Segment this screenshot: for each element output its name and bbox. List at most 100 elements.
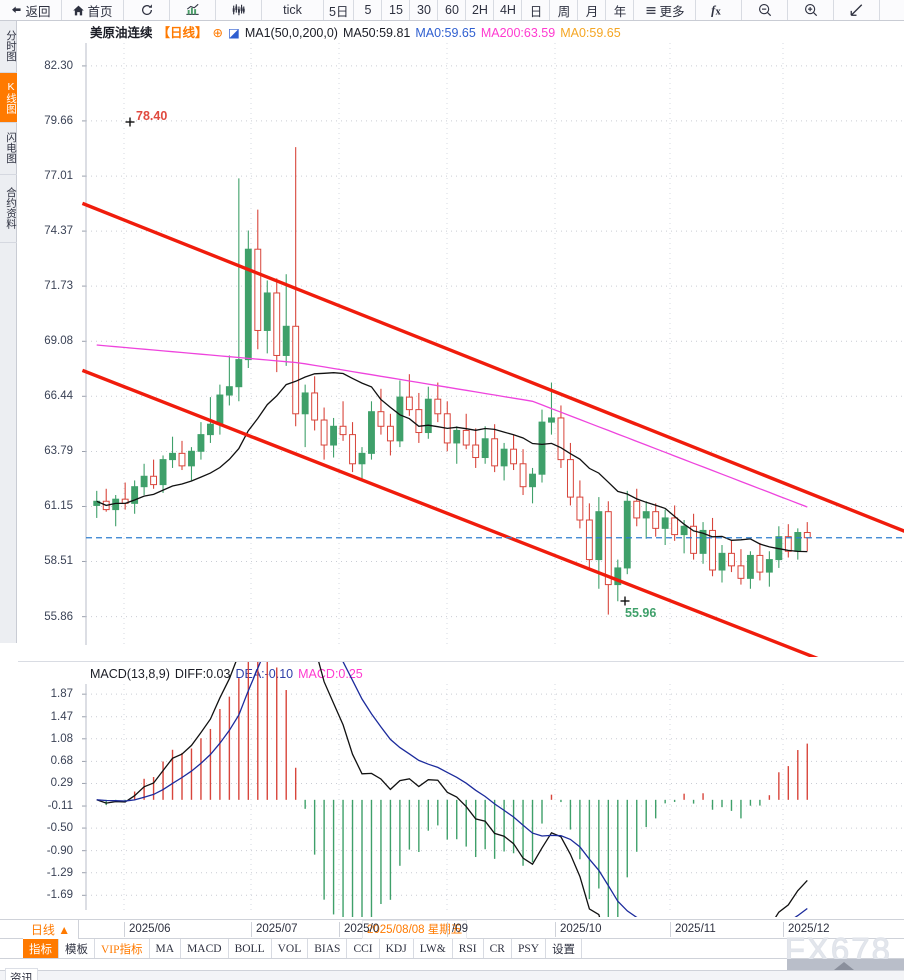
ma200-value: MA200:63.59: [480, 26, 556, 40]
y-tick-label: 69.08: [44, 335, 73, 348]
period-30[interactable]: 30: [410, 0, 439, 20]
date-tooltip: 2025/08/08 星期五: [362, 920, 468, 939]
indicator-tab-kdj[interactable]: KDJ: [380, 939, 414, 958]
date-tick-label: 2025/11: [670, 922, 716, 937]
period-60[interactable]: 60: [438, 0, 467, 20]
period-4h[interactable]: 4H: [494, 0, 523, 20]
back-button-label: 返回: [25, 4, 51, 19]
macd-y-tick-label: 0.68: [50, 755, 73, 768]
date-tick-label: 2025/10: [555, 922, 602, 937]
indicator-tab-cci[interactable]: CCI: [347, 939, 380, 958]
indicator-tab-bias[interactable]: BIAS: [308, 939, 348, 958]
bar-chart-icon: [185, 3, 200, 17]
period-year[interactable]: 年: [606, 0, 635, 20]
horizontal-scrollbar-track[interactable]: [0, 959, 904, 971]
sidebar-item-kline[interactable]: K线图: [0, 73, 17, 123]
macd-y-tick-label: 1.08: [50, 732, 73, 745]
macd-plot: [82, 662, 904, 917]
period-30-label: 30: [417, 3, 431, 17]
period-15[interactable]: 15: [382, 0, 411, 20]
zoom-out-button[interactable]: [742, 0, 789, 20]
y-tick-label: 82.30: [44, 59, 73, 72]
price-chart-panel[interactable]: 美原油连续 【日线】 ⊕ ◪ MA1(50,0,200,0) MA50:59.81 MA0:…: [18, 21, 904, 657]
y-tick-label: 71.73: [44, 280, 73, 293]
period-week[interactable]: 周: [550, 0, 579, 20]
ma50-value: MA50:59.81: [342, 26, 411, 40]
sidebar-item-contract[interactable]: 合约资料: [0, 175, 17, 243]
macd-diff-value: DIFF:0.03: [174, 667, 231, 681]
period-day-label: 日: [529, 4, 543, 19]
indicator-tab-template[interactable]: 模板: [59, 939, 95, 958]
ma0-blue-value: MA0:59.65: [415, 26, 476, 40]
y-tick-label: 61.15: [44, 500, 73, 513]
chart-type-button[interactable]: [170, 0, 216, 20]
period-5-label: 5: [364, 3, 372, 17]
zoom-in-button[interactable]: [788, 0, 835, 20]
macd-y-tick-label: -1.69: [46, 889, 73, 902]
period-year-label: 年: [613, 4, 627, 19]
date-axis[interactable]: 日线 ▲ 2025/08/08 星期五 2025/06 2025/07 2025/0…: [0, 919, 904, 939]
sidebar-item-timeline[interactable]: 分时图: [0, 21, 17, 73]
draw-button[interactable]: [834, 0, 881, 20]
macd-dea-value: DEA:-0.10: [235, 667, 294, 681]
indicator-tab-lw[interactable]: LW&: [414, 939, 453, 958]
period-2h[interactable]: 2H: [466, 0, 495, 20]
indicator-tab-psy[interactable]: PSY: [512, 939, 547, 958]
macd-macd-value: MACD:0.25: [298, 667, 363, 681]
indicator-tab-boll[interactable]: BOLL: [229, 939, 272, 958]
refresh-icon: [140, 3, 154, 17]
home-icon: [72, 4, 85, 17]
collapse-arrow-icon[interactable]: [833, 962, 855, 970]
macd-chart-panel[interactable]: MACD(13,8,9) DIFF:0.03 DEA:-0.10 MACD:0.25 …: [18, 661, 904, 917]
price-legend: 美原油连续 【日线】 ⊕ ◪ MA1(50,0,200,0) MA50:59.81 MA0:…: [90, 22, 626, 41]
tick-button[interactable]: tick: [262, 0, 324, 20]
price-plot: [81, 43, 904, 657]
indicator-bar-spacer: [0, 939, 23, 958]
more-button-label: 更多: [659, 4, 685, 19]
period-day[interactable]: 日: [522, 0, 551, 20]
home-button[interactable]: 首页: [62, 0, 124, 20]
period-month-label: 月: [585, 4, 599, 19]
period-selector-button[interactable]: 日线 ▲: [23, 920, 79, 939]
y-tick-label: 79.66: [44, 114, 73, 127]
news-tab[interactable]: 资讯: [5, 968, 38, 980]
zoom-in-icon: [804, 3, 818, 17]
period-low-label: 55.96: [625, 606, 657, 620]
indicator-tab-vol[interactable]: VOL: [272, 939, 309, 958]
indicator-icon: ◪: [228, 26, 240, 40]
period-month[interactable]: 月: [578, 0, 607, 20]
candles-button[interactable]: [216, 0, 262, 20]
period-high-label: 78.40: [136, 109, 168, 123]
indicator-tab[interactable]: 指标: [23, 939, 59, 958]
macd-y-tick-label: 0.29: [50, 777, 73, 790]
more-button[interactable]: 更多: [634, 0, 697, 20]
sidebar-item-flash[interactable]: 闪电图: [0, 123, 17, 175]
tick-button-label: tick: [283, 3, 302, 17]
indicator-tab-settings[interactable]: 设置: [546, 939, 583, 958]
indicator-tab-ma[interactable]: MA: [150, 939, 182, 958]
indicator-tab-cr[interactable]: CR: [484, 939, 512, 958]
settings-gear-icon[interactable]: ⊕: [212, 26, 224, 40]
macd-y-tick-label: 1.87: [50, 688, 73, 701]
period-5[interactable]: 5: [354, 0, 383, 20]
hamburger-icon: [645, 5, 657, 16]
period-5day[interactable]: 5日: [324, 0, 355, 20]
back-button[interactable]: 返回: [0, 0, 62, 20]
y-tick-label: 58.51: [44, 555, 73, 568]
indicator-tab-macd[interactable]: MACD: [181, 939, 229, 958]
home-button-label: 首页: [87, 4, 113, 19]
period-60-label: 60: [445, 3, 459, 17]
left-sidebar: 分时图 K线图 闪电图 合约资料: [0, 21, 17, 643]
macd-y-tick-label: -0.90: [46, 844, 73, 857]
indicator-tab-rsi[interactable]: RSI: [453, 939, 484, 958]
y-tick-label: 55.86: [44, 610, 73, 623]
indicator-tab-bar: 指标 模板 VIP指标 MA MACD BOLL VOL BIAS CCI KDJ LW& RSI CR…: [0, 939, 904, 959]
svg-text:f: f: [711, 3, 717, 17]
pencil-icon: [849, 3, 864, 17]
refresh-button[interactable]: [124, 0, 170, 20]
footer-bar: [0, 971, 904, 980]
indicator-tab-vip[interactable]: VIP指标: [95, 939, 150, 958]
ma0-orange-value: MA0:59.65: [560, 26, 621, 40]
